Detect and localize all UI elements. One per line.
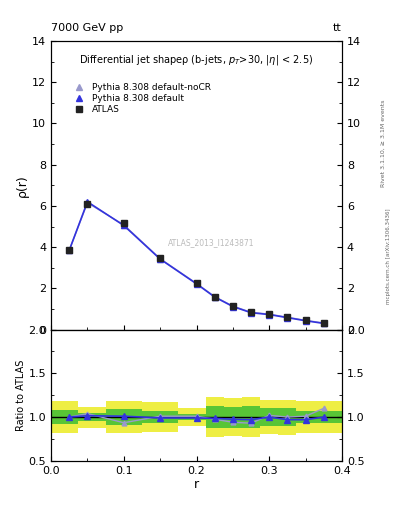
Pythia 8.308 default <box>158 256 163 262</box>
Pythia 8.308 default <box>285 314 290 321</box>
ATLAS <box>321 320 326 326</box>
ATLAS <box>231 303 235 309</box>
ATLAS <box>158 255 163 262</box>
Line: ATLAS: ATLAS <box>66 200 327 327</box>
ATLAS <box>67 247 72 253</box>
Pythia 8.308 default-noCR <box>231 303 235 309</box>
X-axis label: r: r <box>194 478 199 492</box>
Pythia 8.308 default-noCR <box>267 311 272 317</box>
Pythia 8.308 default-noCR <box>303 317 308 324</box>
Pythia 8.308 default <box>303 317 308 324</box>
Pythia 8.308 default <box>85 199 90 205</box>
Legend: Pythia 8.308 default-noCR, Pythia 8.308 default, ATLAS: Pythia 8.308 default-noCR, Pythia 8.308 … <box>67 80 213 117</box>
Text: 7000 GeV pp: 7000 GeV pp <box>51 23 123 33</box>
Pythia 8.308 default-noCR <box>321 320 326 326</box>
ATLAS <box>85 201 90 207</box>
Line: Pythia 8.308 default: Pythia 8.308 default <box>66 199 327 327</box>
Text: Rivet 3.1.10, ≥ 3.1M events: Rivet 3.1.10, ≥ 3.1M events <box>381 100 386 187</box>
Pythia 8.308 default <box>121 222 126 228</box>
Pythia 8.308 default <box>67 247 72 253</box>
Pythia 8.308 default-noCR <box>249 309 253 315</box>
Pythia 8.308 default <box>321 321 326 327</box>
Pythia 8.308 default <box>249 310 253 316</box>
ATLAS <box>285 314 290 321</box>
ATLAS <box>267 311 272 317</box>
Y-axis label: Ratio to ATLAS: Ratio to ATLAS <box>16 359 26 431</box>
Pythia 8.308 default-noCR <box>67 247 72 253</box>
ATLAS <box>249 309 253 315</box>
Pythia 8.308 default-noCR <box>285 314 290 321</box>
ATLAS <box>212 293 217 300</box>
Pythia 8.308 default-noCR <box>194 281 199 287</box>
ATLAS <box>194 280 199 286</box>
Text: Differential jet shapeρ (b-jets, $p_T$>30, $|\eta|$ < 2.5): Differential jet shapeρ (b-jets, $p_T$>3… <box>79 53 314 67</box>
Pythia 8.308 default <box>194 281 199 287</box>
Pythia 8.308 default-noCR <box>158 255 163 262</box>
ATLAS <box>303 317 308 324</box>
Pythia 8.308 default <box>212 294 217 300</box>
Pythia 8.308 default <box>267 311 272 317</box>
Line: Pythia 8.308 default-noCR: Pythia 8.308 default-noCR <box>66 200 327 326</box>
ATLAS <box>121 220 126 226</box>
Pythia 8.308 default-noCR <box>212 293 217 300</box>
Pythia 8.308 default-noCR <box>121 222 126 228</box>
Y-axis label: ρ(r): ρ(r) <box>17 174 29 197</box>
Text: ATLAS_2013_I1243871: ATLAS_2013_I1243871 <box>168 239 254 247</box>
Pythia 8.308 default-noCR <box>85 200 90 206</box>
Pythia 8.308 default <box>231 304 235 310</box>
Text: tt: tt <box>333 23 342 33</box>
Text: mcplots.cern.ch [arXiv:1306.3436]: mcplots.cern.ch [arXiv:1306.3436] <box>386 208 391 304</box>
